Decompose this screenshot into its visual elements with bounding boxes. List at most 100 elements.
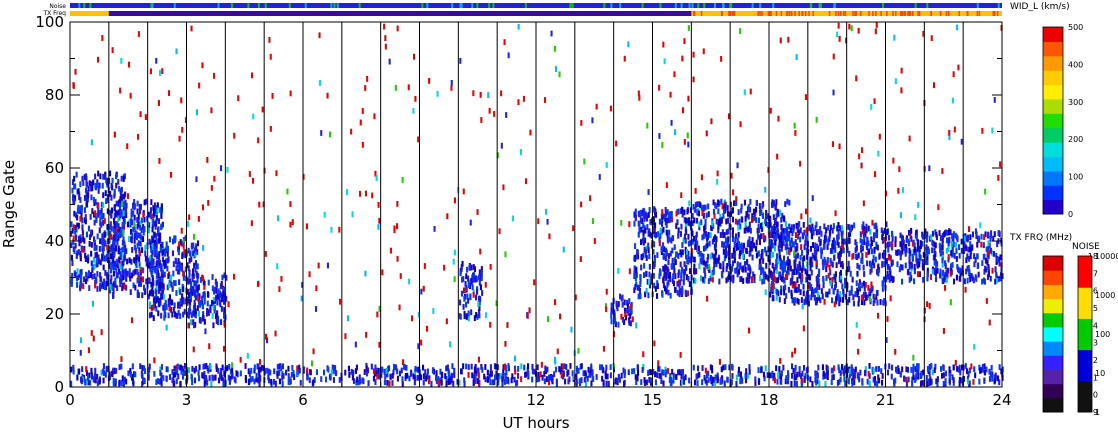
data-point [148, 301, 151, 308]
data-point [755, 245, 758, 252]
data-point [775, 277, 778, 284]
data-point [95, 244, 98, 251]
noise-point [954, 359, 957, 366]
data-point [993, 374, 996, 381]
data-point [665, 264, 668, 271]
data-point [950, 250, 953, 256]
data-point [182, 368, 185, 375]
data-point [86, 275, 89, 282]
data-point [787, 378, 790, 385]
data-point [480, 275, 483, 281]
txfreq-strip-mark [976, 11, 979, 16]
data-point [815, 229, 818, 236]
noise-point [507, 52, 510, 59]
data-point [796, 252, 799, 259]
noise-strip-mark [759, 3, 762, 8]
data-point [952, 231, 955, 237]
data-point [77, 222, 80, 229]
data-point [685, 217, 688, 224]
data-point [787, 269, 790, 275]
data-point [134, 268, 137, 275]
noise-point [914, 214, 917, 221]
data-point [533, 368, 536, 375]
data-point [721, 229, 724, 235]
noise-point [315, 306, 318, 312]
data-point [132, 226, 135, 233]
data-point [94, 173, 97, 180]
data-point [661, 291, 664, 298]
data-point [255, 372, 258, 379]
noise-point [663, 58, 666, 65]
colorbar-tick-label: 300 [1068, 98, 1083, 107]
data-point [843, 238, 846, 245]
data-point [125, 284, 128, 291]
noise-point [793, 122, 796, 129]
data-point [177, 373, 180, 380]
data-point [211, 299, 214, 306]
data-point [564, 378, 567, 385]
data-point [714, 243, 717, 250]
data-point [78, 194, 81, 201]
noise-point [161, 68, 164, 75]
data-point [769, 248, 772, 254]
data-point [946, 237, 949, 244]
data-point [683, 261, 686, 267]
data-point [344, 369, 347, 376]
noise-point [128, 61, 131, 68]
data-point [983, 363, 986, 370]
data-point [445, 375, 448, 382]
data-point [491, 379, 494, 386]
data-point [495, 374, 498, 380]
data-point [475, 276, 478, 283]
data-point [155, 238, 158, 245]
data-point [846, 299, 849, 306]
noise-point [574, 294, 577, 301]
noise-point [300, 295, 303, 302]
data-point [757, 251, 760, 257]
data-point [701, 253, 704, 259]
data-point [641, 237, 644, 244]
data-point [837, 364, 840, 371]
data-point [173, 280, 176, 286]
data-point [873, 376, 876, 382]
noise-point [396, 201, 399, 207]
data-point [737, 268, 740, 275]
data-point [739, 371, 742, 378]
noise-point [462, 188, 465, 195]
data-point [544, 365, 547, 372]
data-point [684, 221, 687, 227]
noise-point [620, 219, 623, 226]
noise-point [326, 92, 329, 99]
data-point [88, 234, 91, 240]
data-point [863, 271, 866, 277]
txfreq-strip-mark [945, 11, 948, 16]
data-point [870, 240, 873, 247]
data-point [648, 253, 651, 260]
noise-point [553, 45, 556, 52]
data-point [679, 279, 682, 286]
data-point [907, 376, 910, 383]
data-point [109, 287, 112, 294]
data-point [686, 274, 689, 281]
data-point [848, 224, 851, 231]
data-point [692, 364, 695, 371]
data-point [934, 270, 937, 276]
data-point [281, 371, 284, 377]
data-point [662, 380, 665, 387]
data-point [979, 367, 982, 374]
data-point [691, 213, 694, 219]
data-point [793, 269, 796, 275]
noise-point [930, 35, 933, 41]
data-point [753, 215, 756, 221]
data-point [134, 233, 137, 239]
noise-point [210, 107, 213, 114]
data-point [293, 374, 296, 381]
data-point [408, 375, 411, 382]
data-point [968, 380, 971, 387]
data-point [826, 244, 829, 250]
data-point [169, 278, 172, 285]
data-point [709, 253, 712, 260]
data-point [592, 376, 595, 382]
data-point [822, 244, 825, 250]
data-point [847, 378, 850, 385]
